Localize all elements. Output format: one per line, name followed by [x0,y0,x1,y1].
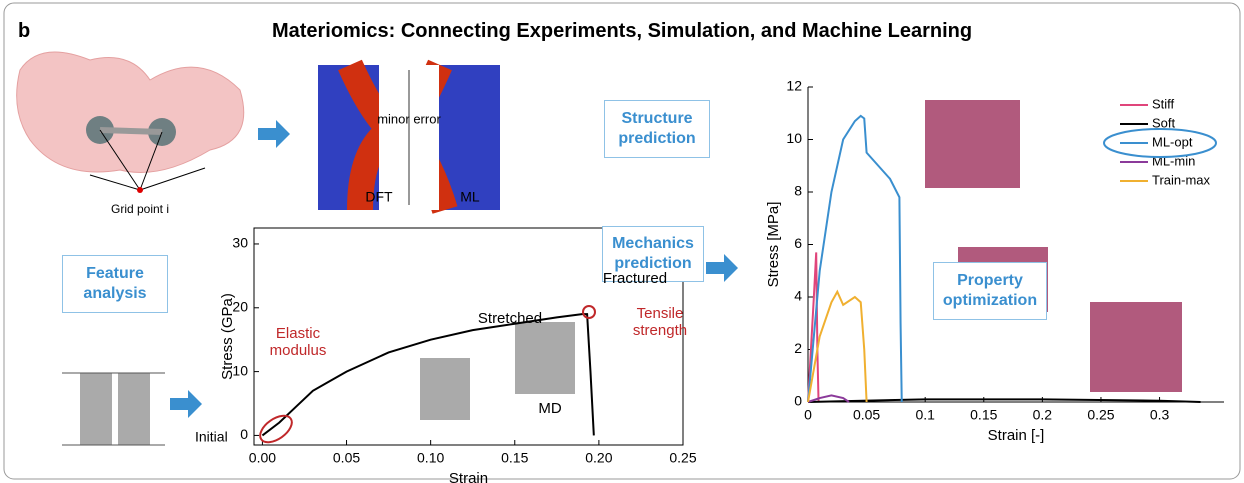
bond [100,130,162,132]
inset-image [1090,302,1182,392]
structure-box: Structure prediction [604,100,710,158]
initial-label: Initial [195,429,228,445]
legend-label: ML-opt [1152,134,1193,149]
y-axis-label: Stress (GPa) [219,293,236,380]
dft-label: DFT [365,189,393,205]
x-tick-label: 0.05 [333,450,360,466]
x-tick-label: 0.15 [970,407,997,423]
initial-structure [118,373,150,445]
y-axis-label: Stress [MPa] [765,202,782,288]
title: Materiomics: Connecting Experiments, Sim… [0,20,1244,43]
x-tick-label: 0.15 [501,450,528,466]
annotation: Stretched [460,310,560,327]
minor-error: minor error [377,111,441,126]
y-tick-label: 0 [794,393,802,409]
inset-image [420,358,470,420]
y-tick-label: 2 [794,340,802,356]
y-tick-label: 4 [794,288,802,304]
y-tick-label: 0 [240,426,248,442]
y-tick-label: 6 [794,235,802,251]
legend-label: Train-max [1152,172,1211,187]
initial-structure [80,373,112,445]
x-tick-label: 0.2 [1033,407,1053,423]
x-axis-label: Strain [449,470,488,483]
grid-label: Grid point i [111,202,169,216]
x-tick-label: 0.05 [853,407,880,423]
feature-box: Feature analysis [62,255,168,313]
annotation: Fractured [585,270,685,287]
y-tick-label: 12 [786,78,802,94]
x-tick-label: 0.25 [669,450,696,466]
figure: Grid point i minor error DFT ML Initial … [0,0,1244,483]
x-tick-label: 0.20 [585,450,612,466]
annotation: Tensile strength [625,305,695,339]
y-tick-label: 30 [232,235,248,251]
x-tick-label: 0.10 [417,450,444,466]
x-tick-label: 0.25 [1087,407,1114,423]
annotation: MD [530,400,570,417]
x-axis-label: Strain [-] [988,427,1045,444]
grid-point [137,187,143,193]
annotation: Elastic modulus [258,325,338,359]
x-tick-label: 0.00 [249,450,276,466]
y-tick-label: 8 [794,183,802,199]
highlight [256,410,297,447]
x-tick-label: 0.1 [915,407,935,423]
x-tick-label: 0.3 [1150,407,1170,423]
ml-label: ML [460,189,480,205]
x-tick-label: 0 [804,407,812,423]
legend-label: Stiff [1152,96,1175,111]
annotation-box: Property optimization [933,262,1047,320]
molecule-cloud [17,52,244,173]
inset-image [515,322,575,394]
y-tick-label: 10 [786,130,802,146]
data-line [808,116,902,402]
highlight [583,306,595,318]
inset-image [925,100,1020,188]
